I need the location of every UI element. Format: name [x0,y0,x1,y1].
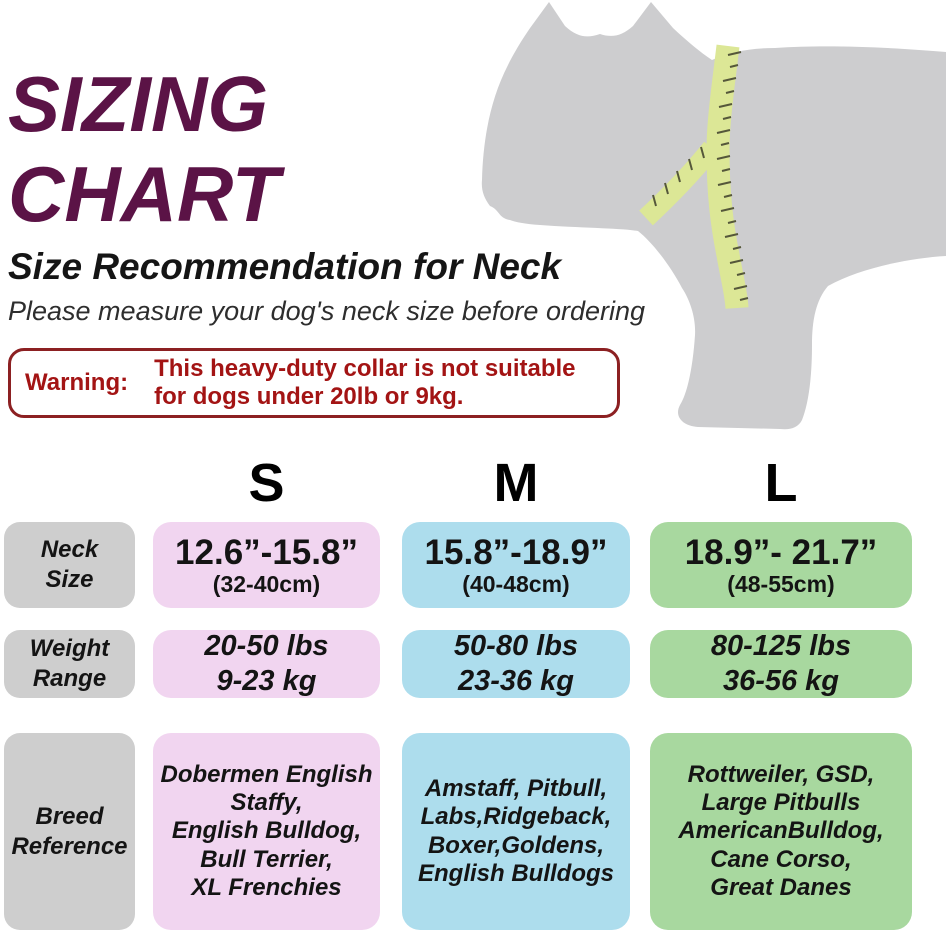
cell-breed-reference-s: Dobermen English Staffy, English Bulldog… [153,733,380,930]
neck-inches-value: 12.6”-15.8” [175,532,358,572]
row-label-neck-size: Neck Size [4,522,135,608]
weight-kg-value: 23-36 kg [457,665,575,697]
neck-cm-value: (32-40cm) [212,571,321,598]
neck-cm-value: (40-48cm) [462,571,570,598]
warning-box: Warning: This heavy-duty collar is not s… [8,348,620,418]
cell-neck-size-l: 18.9”- 21.7” (48-55cm) [650,522,912,608]
cell-neck-size-m: 15.8”-18.9” (40-48cm) [402,522,630,608]
page-title: SIZING CHART [8,60,280,239]
row-label-weight-range: Weight Range [4,630,135,698]
cell-neck-size-s: 12.6”-15.8” (32-40cm) [153,522,380,608]
cell-weight-range-m: 50-80 lbs 23-36 kg [402,630,630,698]
cell-breed-reference-l: Rottweiler, GSD, Large Pitbulls American… [650,733,912,930]
cell-weight-range-l: 80-125 lbs 36-56 kg [650,630,912,698]
size-header-m: M [493,453,539,513]
weight-lbs-value: 80-125 lbs [710,630,852,663]
breed-list: Rottweiler, GSD, Large Pitbulls American… [678,760,884,901]
warning-text: This heavy-duty collar is not suitable f… [154,355,576,410]
title-line-2: CHART [8,149,280,238]
subtitle: Size Recommendation for Neck [8,246,562,287]
warning-label: Warning: [25,369,129,396]
breed-list: Dobermen English Staffy, English Bulldog… [160,760,373,901]
size-header-l: L [764,453,798,513]
row-label-breed-reference: Breed Reference [4,733,135,930]
neck-cm-value: (48-55cm) [727,571,835,598]
neck-inches-value: 15.8”-18.9” [424,532,608,572]
breed-list: Amstaff, Pitbull, Labs,Ridgeback, Boxer,… [418,774,614,887]
measure-note: Please measure your dog's neck size befo… [8,296,646,326]
weight-kg-value: 36-56 kg [722,665,840,697]
weight-kg-value: 9-23 kg [216,665,317,697]
measuring-tape-icon [639,44,749,309]
dog-silhouette-illustration [481,2,946,430]
cell-breed-reference-m: Amstaff, Pitbull, Labs,Ridgeback, Boxer,… [402,733,630,930]
weight-lbs-value: 20-50 lbs [204,630,329,663]
size-header-s: S [248,453,285,513]
weight-lbs-value: 50-80 lbs [453,630,579,663]
title-line-1: SIZING [8,60,269,148]
neck-inches-value: 18.9”- 21.7” [684,532,878,572]
cell-weight-range-s: 20-50 lbs 9-23 kg [153,630,380,698]
